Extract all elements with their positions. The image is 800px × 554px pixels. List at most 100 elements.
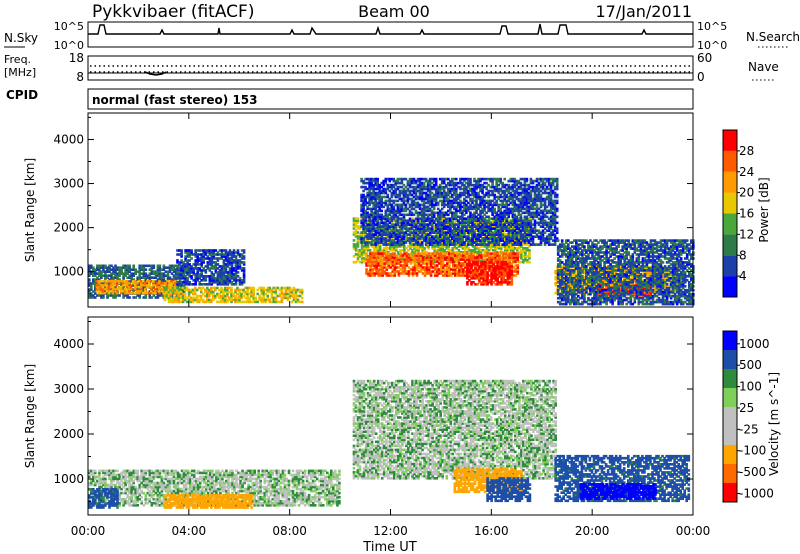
cell-0-0 — [120, 268, 123, 271]
cell-0-7 — [410, 227, 414, 230]
cell-0-7 — [392, 233, 396, 236]
cell-0-3 — [188, 283, 191, 286]
cell-0-7 — [374, 193, 377, 197]
cell-0-7 — [414, 225, 418, 228]
cell-0-3 — [182, 269, 185, 272]
cell-0-7 — [384, 215, 388, 219]
cell-0-4 — [358, 237, 362, 240]
cell-0-3 — [210, 277, 214, 280]
cell-0-7 — [388, 239, 392, 242]
cell-0-7 — [414, 191, 418, 195]
cell-0-6 — [504, 281, 507, 284]
cell-0-4 — [465, 243, 469, 246]
cell-0-7 — [378, 215, 381, 219]
cell-0-5 — [403, 262, 407, 265]
cell-0-7 — [380, 185, 383, 189]
cell-0-3 — [196, 249, 199, 252]
cell-0-5 — [462, 274, 465, 277]
cell-0-2 — [240, 300, 243, 304]
cell-0-7 — [388, 227, 392, 230]
cell-0-7 — [360, 213, 363, 217]
cell-0-4 — [421, 237, 424, 240]
cell-0-2 — [179, 300, 183, 304]
cell-0-7 — [392, 183, 396, 187]
cell-0-0 — [102, 294, 105, 297]
cell-0-7 — [360, 219, 363, 223]
cell-0-3 — [202, 279, 205, 282]
cell-0-3 — [184, 249, 187, 252]
cell-0-4 — [528, 235, 531, 238]
cell-0-0 — [94, 274, 97, 277]
cell-0-2 — [264, 292, 268, 296]
cell-0-3 — [224, 269, 228, 272]
cell-0-7 — [362, 181, 365, 185]
cell-0-4 — [380, 249, 384, 252]
cell-0-7 — [398, 241, 402, 244]
cell-0-4 — [433, 235, 436, 238]
cell-0-3 — [214, 269, 218, 272]
cell-0-7 — [436, 191, 440, 195]
cell-0-0 — [174, 276, 178, 279]
cell-0-6 — [490, 279, 493, 282]
cell-0-4 — [520, 249, 523, 252]
cell-0-4 — [526, 243, 529, 246]
cell-0-7 — [430, 211, 434, 215]
cell-0-4 — [463, 245, 467, 248]
cell-0-7 — [402, 193, 406, 197]
cell-0-3 — [200, 265, 203, 268]
cell-0-7 — [378, 213, 381, 217]
cell-0-0 — [150, 268, 154, 271]
cell-0-7 — [432, 205, 436, 209]
cell-0-7 — [410, 185, 414, 189]
cell-0-3 — [194, 253, 197, 256]
cell-0-7 — [440, 199, 444, 203]
cell-0-7 — [434, 193, 438, 197]
cell-0-5 — [373, 256, 376, 259]
cell-0-7 — [410, 225, 414, 228]
cell-0-5 — [460, 262, 463, 265]
cell-0-4 — [447, 235, 451, 238]
cell-0-0 — [120, 272, 123, 275]
cell-0-3 — [232, 249, 236, 252]
cell-0-2 — [181, 298, 185, 302]
cell-0-5 — [435, 272, 439, 275]
cell-0-3 — [180, 267, 183, 270]
cell-0-2 — [300, 296, 304, 300]
cell-0-5 — [379, 268, 382, 271]
cell-0-4 — [395, 249, 398, 252]
cell-0-5 — [385, 254, 389, 257]
cell-0-7 — [374, 229, 377, 232]
cell-0-2 — [175, 286, 179, 290]
cell-0-1 — [152, 291, 155, 295]
cell-0-6 — [506, 277, 510, 280]
cell-0-1 — [119, 279, 123, 283]
cell-0-6 — [494, 269, 497, 272]
cell-0-7 — [447, 197, 450, 201]
cell-0-0 — [138, 294, 141, 297]
cell-0-5 — [377, 252, 380, 255]
cell-0-0 — [132, 278, 135, 281]
cell-0-7 — [420, 189, 424, 193]
cell-0-3 — [212, 279, 216, 282]
cell-0-5 — [460, 270, 463, 273]
cell-0-5 — [452, 266, 455, 269]
cell-0-7 — [374, 197, 377, 201]
cell-0-7 — [390, 229, 394, 232]
cell-0-4 — [417, 239, 420, 242]
cell-0-0 — [158, 264, 162, 268]
cell-0-2 — [199, 288, 203, 292]
cell-0-0 — [140, 276, 143, 279]
cell-0-5 — [478, 254, 481, 257]
cell-0-5 — [365, 264, 368, 267]
cell-0-7 — [370, 183, 373, 187]
cell-0-6 — [468, 261, 471, 264]
cell-0-3 — [218, 275, 222, 278]
cell-0-5 — [439, 268, 443, 271]
cell-0-3 — [222, 255, 226, 258]
cell-0-7 — [366, 229, 369, 232]
cell-0-2 — [183, 292, 187, 296]
cell-0-6 — [482, 281, 485, 284]
cell-0-1 — [103, 283, 107, 287]
cell-0-7 — [390, 193, 394, 197]
